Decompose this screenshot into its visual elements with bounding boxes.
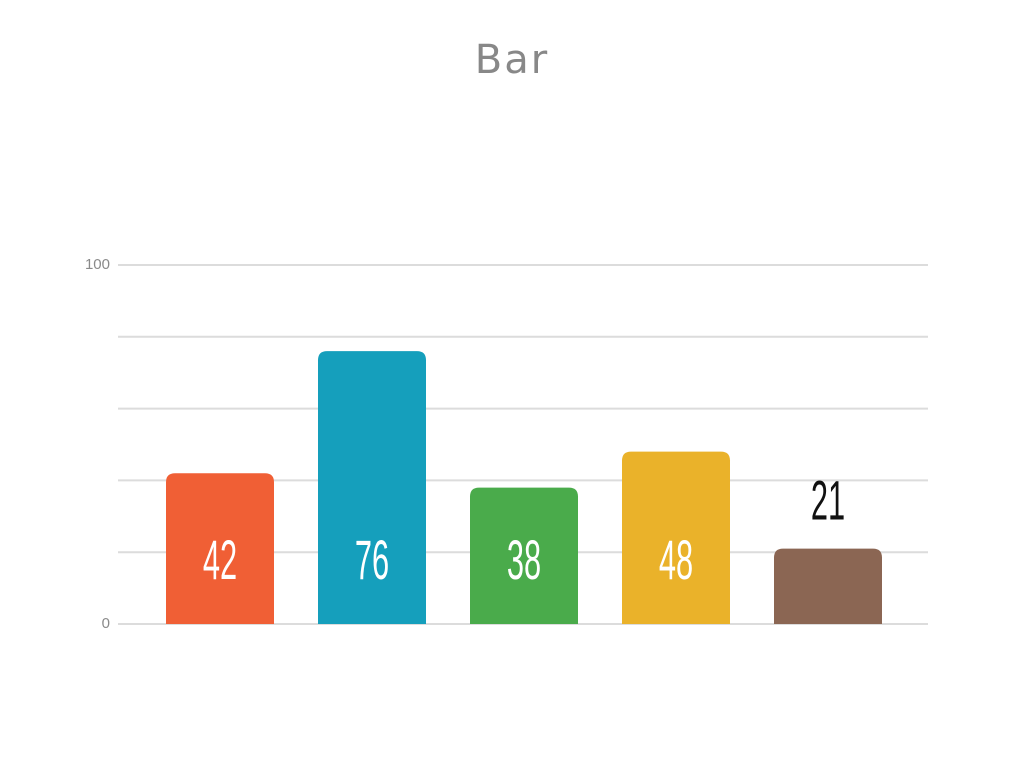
value-label: 76 — [355, 528, 389, 591]
value-label: 48 — [659, 528, 693, 591]
bar — [166, 473, 274, 624]
bar — [318, 351, 426, 624]
bar — [470, 487, 578, 624]
value-label: 38 — [507, 528, 541, 591]
bar — [774, 548, 882, 624]
value-label: 21 — [811, 469, 845, 532]
y-tick-label: 100 — [85, 256, 110, 273]
bar — [622, 451, 730, 624]
chart-title: Bar — [475, 37, 549, 83]
y-tick-label: 0 — [102, 615, 110, 632]
value-label: 42 — [203, 528, 237, 591]
